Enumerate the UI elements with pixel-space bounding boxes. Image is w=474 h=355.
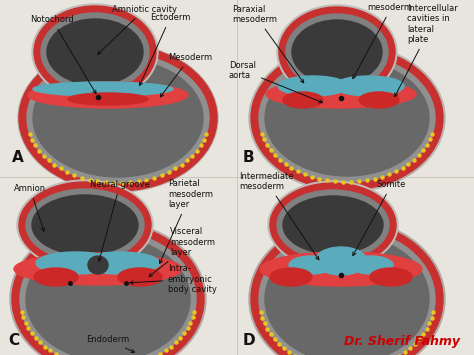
Ellipse shape bbox=[260, 252, 422, 286]
Ellipse shape bbox=[14, 253, 182, 285]
Ellipse shape bbox=[34, 268, 78, 286]
Ellipse shape bbox=[19, 45, 217, 191]
Ellipse shape bbox=[283, 196, 383, 254]
Ellipse shape bbox=[315, 247, 367, 275]
Text: Dr. Sherif Fahmy: Dr. Sherif Fahmy bbox=[344, 335, 460, 348]
Ellipse shape bbox=[26, 189, 144, 261]
Text: Mesoderm: Mesoderm bbox=[160, 53, 212, 97]
Ellipse shape bbox=[33, 82, 173, 96]
Ellipse shape bbox=[251, 221, 443, 355]
Ellipse shape bbox=[279, 7, 395, 97]
Text: Parietal
mesoderm
layer: Parietal mesoderm layer bbox=[159, 179, 213, 263]
Ellipse shape bbox=[259, 229, 435, 355]
Ellipse shape bbox=[283, 92, 323, 108]
Ellipse shape bbox=[32, 4, 158, 100]
Ellipse shape bbox=[278, 76, 348, 96]
Ellipse shape bbox=[26, 237, 190, 355]
Ellipse shape bbox=[270, 183, 396, 267]
Ellipse shape bbox=[20, 231, 196, 355]
Ellipse shape bbox=[88, 256, 108, 274]
Text: Paraxial
mesoderm: Paraxial mesoderm bbox=[232, 5, 304, 83]
Ellipse shape bbox=[41, 13, 149, 91]
Ellipse shape bbox=[266, 80, 416, 108]
Ellipse shape bbox=[268, 181, 398, 269]
Ellipse shape bbox=[249, 44, 445, 192]
Ellipse shape bbox=[286, 14, 388, 90]
Ellipse shape bbox=[292, 20, 382, 84]
Ellipse shape bbox=[68, 93, 148, 105]
Text: Intermediate
mesoderm: Intermediate mesoderm bbox=[353, 0, 421, 78]
Ellipse shape bbox=[289, 256, 333, 274]
Ellipse shape bbox=[265, 60, 429, 176]
Text: Intermediate
mesoderm: Intermediate mesoderm bbox=[239, 171, 319, 260]
Ellipse shape bbox=[277, 5, 397, 99]
Ellipse shape bbox=[47, 19, 143, 85]
Ellipse shape bbox=[10, 221, 206, 355]
Text: C: C bbox=[8, 333, 19, 348]
Ellipse shape bbox=[28, 82, 188, 108]
Text: Somite: Somite bbox=[353, 180, 406, 256]
Text: D: D bbox=[243, 333, 255, 348]
Text: Intra-
embryonic
body cavity: Intra- embryonic body cavity bbox=[130, 264, 217, 294]
Text: Neural groove: Neural groove bbox=[90, 180, 150, 261]
Ellipse shape bbox=[249, 219, 445, 355]
Text: A: A bbox=[12, 150, 24, 165]
Ellipse shape bbox=[259, 54, 435, 182]
Text: Intercellular
cavities in
lateral
plate: Intercellular cavities in lateral plate bbox=[395, 4, 458, 97]
Text: Amnion: Amnion bbox=[14, 184, 46, 231]
Ellipse shape bbox=[334, 76, 404, 96]
Text: Notochord: Notochord bbox=[30, 15, 96, 94]
Ellipse shape bbox=[36, 252, 116, 274]
Ellipse shape bbox=[265, 235, 429, 355]
Text: B: B bbox=[243, 150, 255, 165]
Ellipse shape bbox=[33, 59, 203, 177]
Text: Amniotic cavity: Amniotic cavity bbox=[98, 5, 177, 54]
Text: Dorsal
aorta: Dorsal aorta bbox=[229, 61, 322, 103]
Ellipse shape bbox=[270, 268, 312, 286]
Text: Visceral
mesoderm
layer: Visceral mesoderm layer bbox=[149, 227, 215, 277]
Text: Endoderm: Endoderm bbox=[86, 335, 135, 353]
Ellipse shape bbox=[277, 190, 389, 260]
Ellipse shape bbox=[349, 256, 393, 274]
Ellipse shape bbox=[251, 46, 443, 190]
Ellipse shape bbox=[34, 6, 156, 98]
Ellipse shape bbox=[12, 223, 204, 355]
Ellipse shape bbox=[27, 53, 209, 183]
Ellipse shape bbox=[80, 252, 160, 274]
Ellipse shape bbox=[32, 195, 138, 255]
Text: Ectoderm: Ectoderm bbox=[139, 13, 191, 86]
Ellipse shape bbox=[359, 92, 399, 108]
Ellipse shape bbox=[17, 180, 153, 270]
Ellipse shape bbox=[370, 268, 412, 286]
Ellipse shape bbox=[19, 182, 151, 268]
Ellipse shape bbox=[18, 44, 218, 192]
Ellipse shape bbox=[118, 268, 162, 286]
